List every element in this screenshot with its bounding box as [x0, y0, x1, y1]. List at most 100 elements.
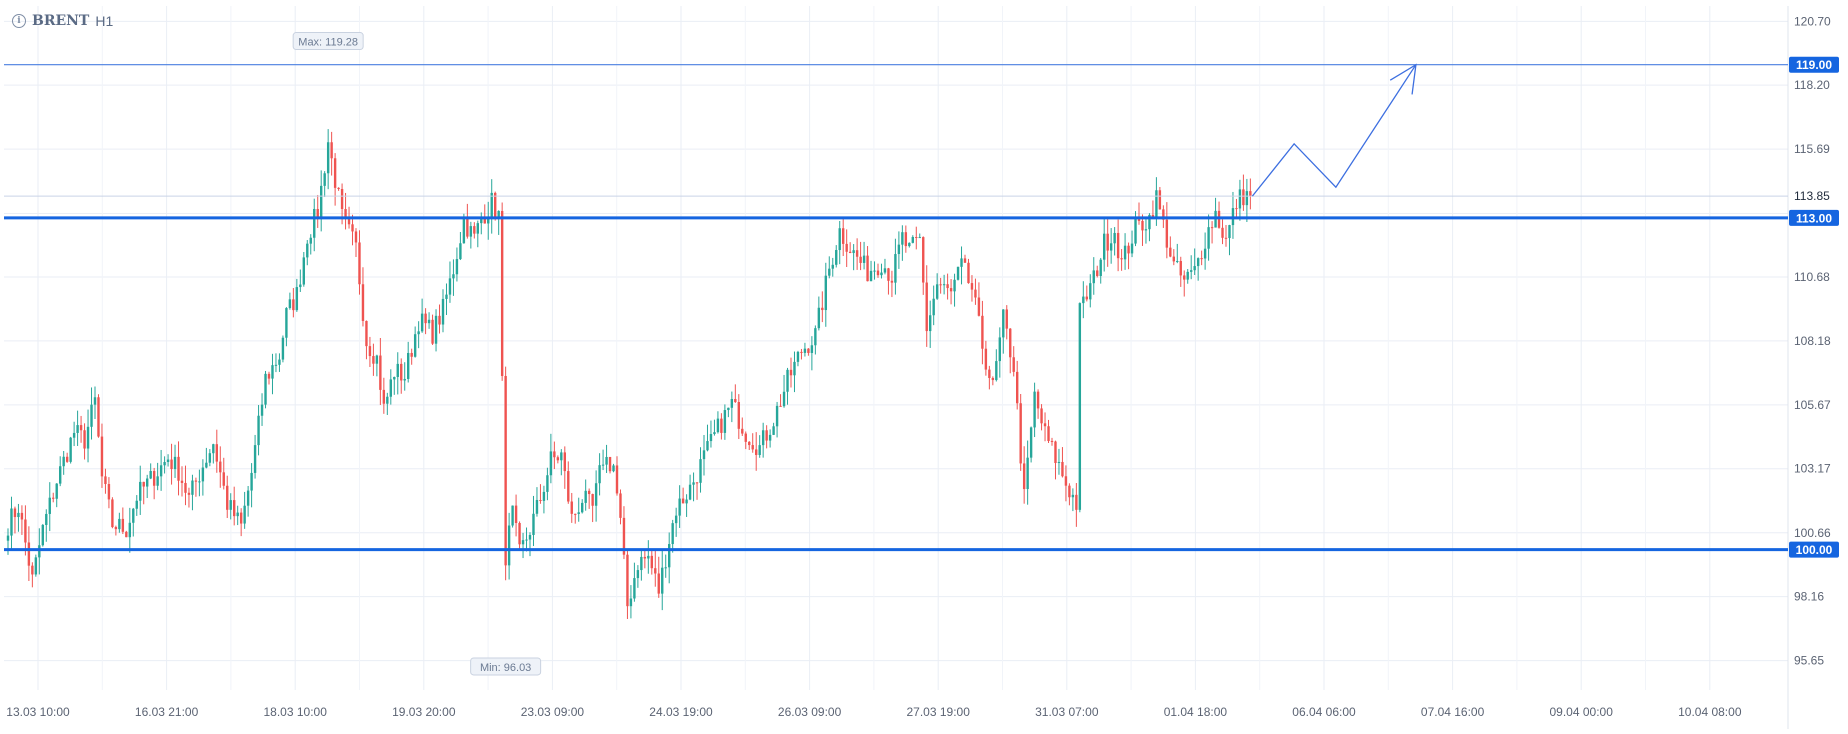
candle — [1242, 174, 1245, 211]
candle-body — [20, 512, 24, 520]
levels[interactable]: 119.00 113.00 100.00 113.85 — [4, 56, 1839, 558]
current-price-label[interactable]: 113.85 — [1794, 189, 1830, 203]
candle — [855, 238, 859, 270]
candle-body — [38, 545, 41, 558]
candle — [553, 441, 556, 470]
level-price-tag[interactable]: 119.00 — [1789, 56, 1839, 73]
info-icon[interactable]: i — [12, 14, 26, 28]
candle-body — [706, 441, 709, 451]
candle-body — [674, 515, 678, 524]
candle-body — [626, 554, 629, 607]
candle-body — [410, 352, 413, 357]
candle — [664, 554, 667, 578]
candle-body — [1238, 189, 1242, 209]
candle — [1176, 243, 1179, 264]
candle — [407, 341, 410, 383]
candle-body — [1029, 427, 1033, 458]
annotation-label: Min: 96.03 — [480, 662, 531, 674]
candle — [260, 393, 264, 426]
time-axis[interactable]: 13.03 10:00 16.03 21:00 18.03 10:00 19.03 2… — [6, 705, 1742, 719]
candle — [647, 540, 650, 574]
candle — [1193, 248, 1196, 276]
candle — [887, 267, 890, 295]
candle — [890, 270, 894, 298]
candle — [361, 267, 365, 327]
candle-body — [41, 524, 44, 546]
y-tick-label: 118.20 — [1794, 78, 1830, 92]
candle — [525, 527, 528, 552]
candle — [264, 370, 267, 409]
candle-body — [862, 255, 866, 263]
candle — [765, 425, 768, 449]
candle-body — [431, 319, 434, 344]
candle — [295, 278, 299, 312]
candle — [556, 455, 560, 464]
candle — [619, 489, 622, 525]
candle — [135, 495, 138, 516]
candle-body — [942, 284, 946, 286]
candle-body — [601, 464, 605, 466]
candle-body — [386, 396, 389, 404]
candle-body — [159, 465, 163, 477]
timeframe-label[interactable]: H1 — [95, 13, 114, 29]
candle — [285, 307, 288, 347]
candle-body — [796, 351, 800, 362]
candle-body — [1162, 209, 1165, 220]
candle-body — [1144, 229, 1148, 231]
candle-body — [173, 456, 177, 470]
candle-body — [487, 216, 490, 224]
candle-body — [198, 481, 201, 483]
candle-body — [382, 389, 386, 404]
candle-body — [949, 288, 953, 292]
candle — [560, 449, 563, 476]
candle-body — [128, 522, 131, 538]
level-price-tag[interactable]: 113.00 — [1789, 209, 1839, 226]
candle — [598, 453, 601, 496]
forecast-arrow[interactable] — [1251, 63, 1417, 197]
x-tick-label: 24.03 19:00 — [649, 705, 713, 719]
candle — [215, 429, 218, 473]
candle — [873, 261, 876, 280]
forecast-path[interactable] — [1251, 64, 1417, 197]
candle-body — [911, 236, 914, 243]
candle — [657, 556, 660, 598]
candle — [69, 436, 72, 464]
candle — [528, 532, 532, 557]
candle-body — [1050, 440, 1054, 442]
candle-body — [720, 418, 723, 433]
candle — [375, 354, 379, 377]
candle — [62, 450, 65, 475]
candle — [441, 289, 445, 333]
candle — [977, 282, 981, 317]
candle — [1075, 483, 1078, 527]
candle — [246, 486, 250, 517]
symbol-label[interactable]: BRENT — [32, 13, 90, 29]
candle — [1054, 440, 1057, 480]
level-price-tag[interactable]: 100.00 — [1789, 541, 1839, 558]
candle-body — [226, 485, 229, 510]
candle — [372, 343, 375, 376]
candle — [678, 485, 681, 528]
candle-body — [953, 279, 956, 292]
candle-body — [483, 217, 486, 224]
candle-body — [848, 251, 852, 254]
candle — [320, 170, 323, 232]
candle — [170, 443, 173, 485]
candle-body — [476, 223, 479, 234]
candle — [1016, 360, 1019, 410]
candle — [1169, 236, 1172, 258]
candle-body — [417, 331, 420, 335]
candle-body — [361, 284, 365, 321]
candle-body — [960, 258, 963, 267]
candle-body — [852, 250, 855, 254]
candle-body — [372, 356, 375, 364]
candle-body — [462, 218, 466, 244]
candle — [772, 422, 775, 436]
price-axis[interactable]: 120.70 118.20 115.69 110.68 108.18 105.67 103.… — [1794, 14, 1831, 667]
candle — [48, 482, 51, 532]
candle — [1068, 483, 1071, 506]
candle-body — [1141, 220, 1144, 231]
level-tag-label: 113.00 — [1796, 211, 1832, 225]
